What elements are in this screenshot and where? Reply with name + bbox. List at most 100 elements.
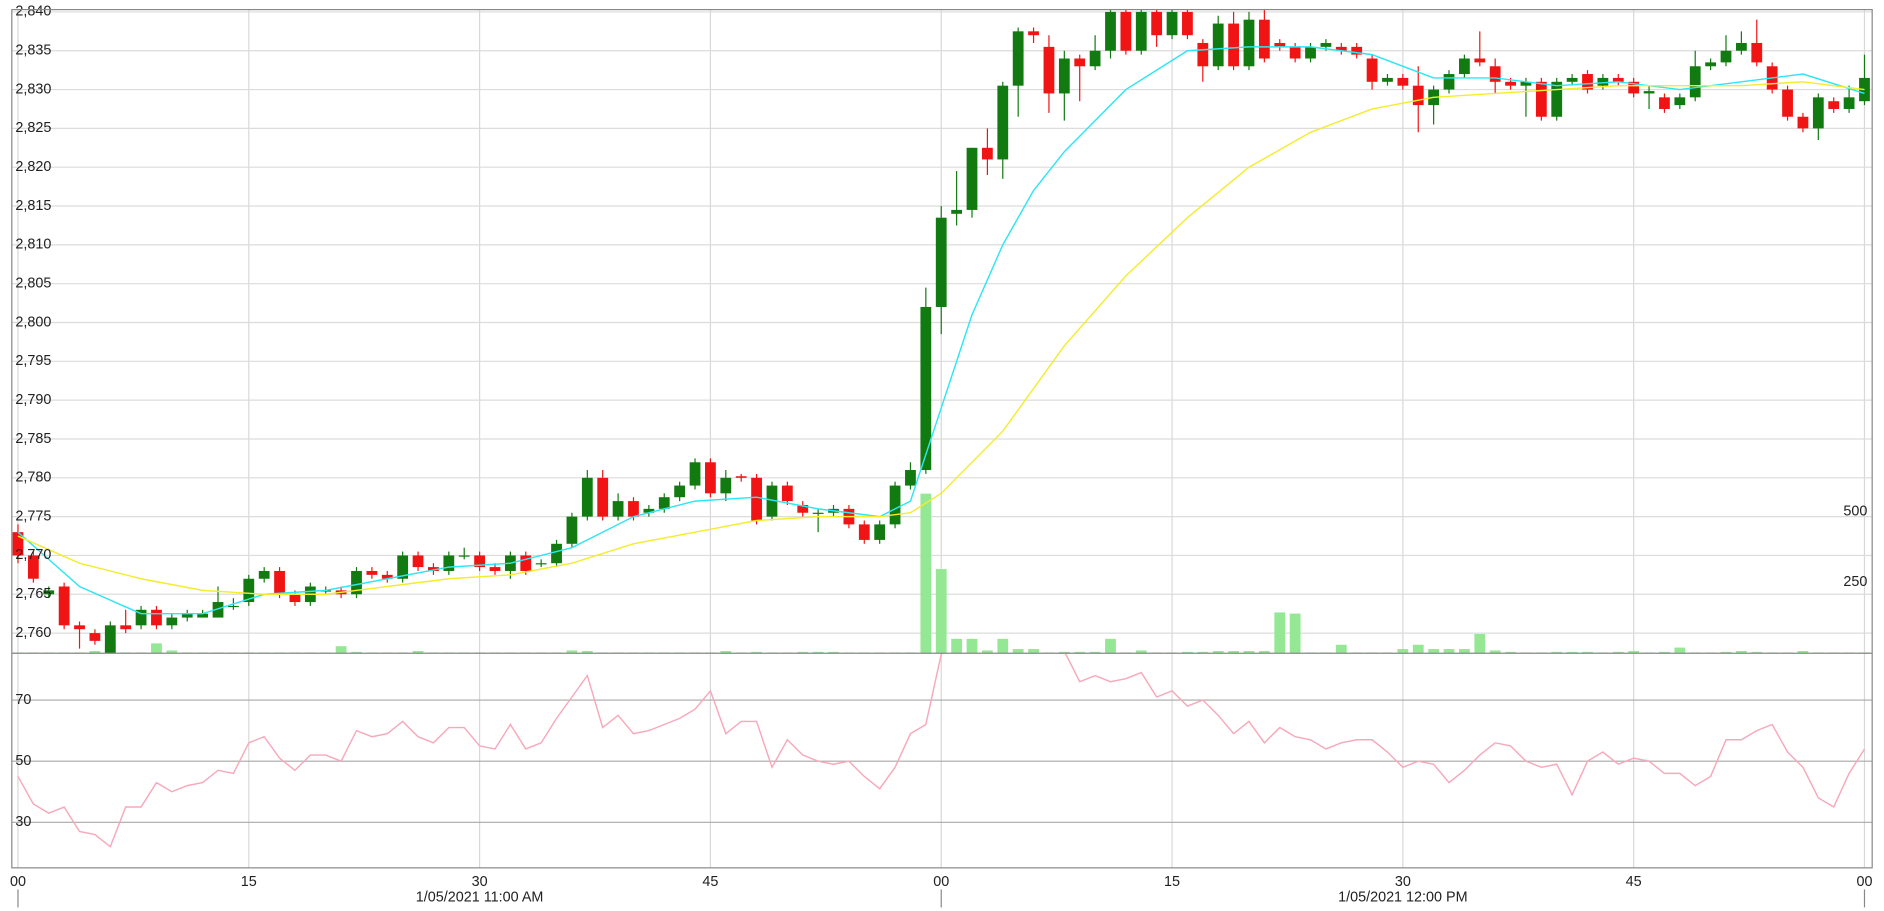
volume-bar: [1735, 651, 1747, 654]
x-tick-label: 00: [1856, 874, 1872, 890]
volume-bar: [581, 651, 593, 654]
volume-bar: [1182, 651, 1193, 654]
y2-tick-label: 250: [1843, 574, 1867, 590]
candle-body: [1120, 11, 1132, 51]
candle-body: [1659, 97, 1670, 109]
candle-body: [1551, 81, 1563, 117]
volume-bar: [1459, 649, 1470, 654]
candle-body: [812, 512, 824, 514]
y-tick-label: 2,815: [15, 198, 51, 214]
volume-bar: [1274, 612, 1286, 654]
volume-bar: [966, 638, 978, 654]
candle-body: [228, 605, 239, 608]
y-tick-label: 70: [15, 692, 31, 708]
candle-body: [151, 609, 162, 626]
candle-body: [197, 613, 209, 618]
candle-body: [58, 586, 70, 626]
candle-body: [351, 570, 362, 595]
volume-bar: [951, 638, 963, 654]
candle-body: [1043, 46, 1055, 94]
volume-bar: [1674, 647, 1686, 654]
candle-body: [1274, 42, 1286, 47]
candle-body: [181, 613, 193, 618]
candle-body: [1166, 11, 1178, 36]
volume-bar: [720, 651, 732, 654]
volume-bar: [1659, 651, 1670, 654]
candle-body: [858, 524, 870, 540]
candle-body: [1151, 11, 1163, 36]
candle-body: [1720, 50, 1732, 63]
volume-bar: [1797, 651, 1809, 654]
volume-bar: [828, 651, 839, 654]
candle-body: [781, 485, 793, 502]
volume-bar: [412, 651, 424, 654]
candle-body: [628, 501, 639, 517]
volume-bar: [1335, 644, 1347, 654]
candle-body: [274, 570, 285, 595]
candle-body: [1335, 46, 1347, 51]
candle-body: [1505, 81, 1516, 86]
volume-bar: [1089, 651, 1101, 654]
candle-body: [551, 543, 562, 564]
x-tick-label: 30: [472, 874, 488, 890]
volume-bar: [1612, 651, 1624, 654]
candle-body: [1459, 58, 1470, 75]
candle-body: [874, 524, 886, 540]
candle-body: [43, 590, 55, 595]
candle-body: [1628, 81, 1640, 94]
candle-body: [689, 462, 701, 486]
candle-body: [1489, 66, 1501, 82]
plot-frame: [11, 8, 1873, 869]
x-tick-label: 30: [1395, 874, 1411, 890]
candle-body: [474, 555, 485, 568]
indicator-line: [17, 81, 1865, 595]
volume-bar: [151, 643, 162, 654]
volume-bar: [1505, 651, 1516, 654]
volume-bar: [981, 650, 993, 654]
rsi-panel: [17, 653, 1866, 848]
candle-body: [751, 477, 762, 521]
grid: [11, 9, 1873, 868]
volume-bar: [1074, 651, 1086, 654]
candle-body: [289, 594, 301, 603]
candle-body: [1397, 77, 1409, 86]
candle-body: [1212, 23, 1224, 67]
volume-bar: [1258, 651, 1270, 654]
candle-body: [597, 477, 609, 517]
volume-bar: [1105, 638, 1116, 654]
candle-body: [1089, 50, 1101, 67]
candle-body: [1228, 23, 1239, 67]
candle-body: [951, 209, 963, 214]
candle-body: [1705, 62, 1717, 67]
candle-body: [905, 470, 916, 486]
volume-bar: [1228, 651, 1239, 654]
volume-bar: [166, 650, 178, 654]
candle-body: [1474, 58, 1486, 63]
volume-bar: [1289, 613, 1301, 654]
candle-body: [74, 625, 85, 630]
volume-bar: [1474, 634, 1486, 654]
candle-body: [581, 477, 593, 517]
volume-bar: [89, 651, 101, 654]
candle-body: [1859, 77, 1870, 102]
candle-body: [489, 567, 501, 571]
candle-body: [397, 555, 409, 579]
candle-body: [1689, 66, 1701, 98]
candle-body: [1182, 11, 1193, 36]
volume-bar: [1582, 651, 1593, 654]
candle-body: [1843, 97, 1855, 109]
volume-bar: [1012, 649, 1024, 654]
candle-body: [935, 217, 947, 307]
candle-body: [1597, 77, 1609, 86]
candle-body: [1782, 89, 1793, 117]
candle-body: [428, 567, 439, 571]
x-tick-label: 00: [933, 874, 949, 890]
volume-bar: [1751, 651, 1763, 654]
y-tick-label: 2,810: [15, 237, 51, 253]
y-tick-label: 2,835: [15, 43, 51, 59]
candle-body: [1258, 19, 1270, 59]
volume-bar: [1720, 651, 1732, 654]
volume-bar: [812, 651, 824, 654]
candle-body: [366, 570, 378, 575]
candle-body: [735, 476, 747, 478]
